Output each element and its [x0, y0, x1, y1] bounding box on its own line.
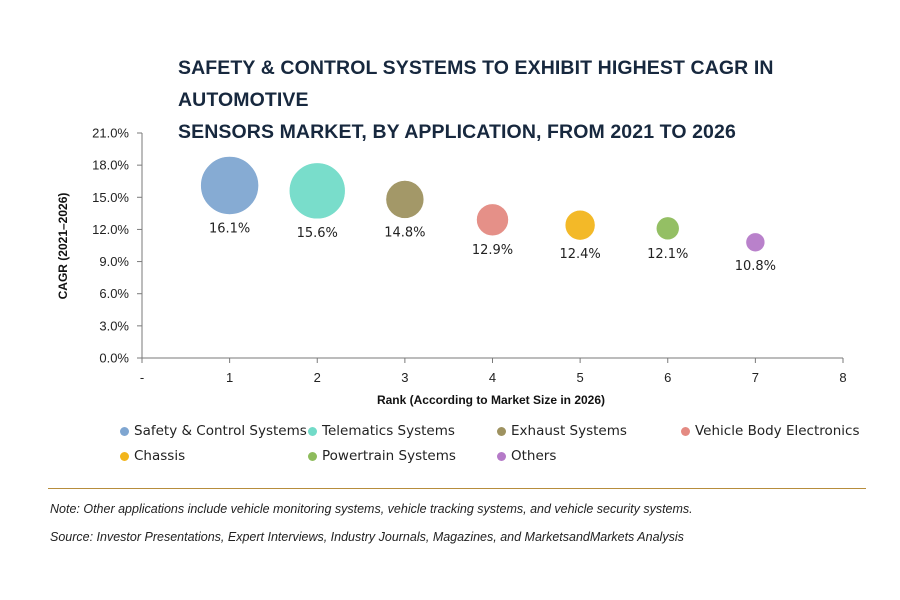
bubble-4 — [476, 203, 509, 237]
data-label-2: 15.6% — [297, 226, 338, 241]
footnote-note: Note: Other applications include vehicle… — [50, 502, 693, 516]
x-tick-label: 8 — [839, 370, 846, 385]
legend-marker — [308, 426, 317, 436]
y-tick-label: 12.0% — [92, 222, 129, 237]
footnote-source: Source: Investor Presentations, Expert I… — [50, 530, 684, 544]
legend-label: Safety & Control Systems — [134, 423, 307, 439]
y-tick-label: 18.0% — [92, 158, 129, 173]
bubble-chart: 0.0% 3.0% 6.0% 9.0% 12.0% 15.0% 18.0% 21.0% - 1 2 3… — [56, 126, 847, 408]
legend-marker — [308, 451, 317, 461]
legend-item: Exhaust Systems — [497, 423, 627, 439]
x-tick-label: 2 — [314, 370, 321, 385]
data-label-5: 12.4% — [559, 247, 600, 262]
legend-label: Vehicle Body Electronics — [695, 423, 860, 439]
data-label-7: 10.8% — [735, 259, 776, 274]
bubble-6 — [655, 216, 680, 241]
bubble-1 — [200, 156, 259, 215]
legend-marker — [120, 426, 129, 436]
y-tick-label: 6.0% — [99, 286, 129, 301]
legend-item: Telematics Systems — [308, 423, 455, 439]
chart-axes: 0.0% 3.0% 6.0% 9.0% 12.0% 15.0% 18.0% 21.0% - 1 2 3… — [92, 126, 846, 386]
legend-label: Others — [511, 448, 557, 464]
divider-rule — [48, 488, 866, 489]
legend-item: Others — [497, 448, 556, 464]
legend-label: Exhaust Systems — [511, 423, 627, 439]
y-tick-label: 0.0% — [99, 351, 129, 366]
legend-label: Powertrain Systems — [322, 448, 456, 464]
legend-item: Powertrain Systems — [308, 448, 456, 464]
x-tick-label: 4 — [489, 370, 496, 385]
bubble-3 — [385, 180, 425, 219]
legend-label: Telematics Systems — [322, 423, 455, 439]
legend-item: Chassis — [120, 448, 185, 464]
x-tick-label: 6 — [664, 370, 671, 385]
data-label-1: 16.1% — [209, 222, 250, 237]
legend-marker — [681, 426, 690, 436]
x-tick-label: - — [140, 370, 144, 385]
x-tick-label: 1 — [226, 370, 233, 385]
x-tick-label: 7 — [752, 370, 759, 385]
data-label-6: 12.1% — [647, 247, 688, 262]
legend-marker — [497, 451, 506, 461]
chart-title-line-1: SAFETY & CONTROL SYSTEMS TO EXHIBIT HIGH… — [178, 57, 774, 111]
data-label-3: 14.8% — [384, 225, 425, 240]
legend-label: Chassis — [134, 448, 186, 464]
y-tick-label: 15.0% — [92, 190, 129, 205]
legend-marker — [497, 426, 506, 436]
legend-marker — [120, 451, 129, 461]
x-tick-label: 5 — [577, 370, 584, 385]
data-label-4: 12.9% — [472, 243, 513, 258]
x-tick-label: 3 — [401, 370, 408, 385]
y-axis-title: CAGR (2021–2026) — [56, 193, 70, 300]
chart-bubbles — [200, 156, 766, 253]
chart-data-labels: 16.1% 15.6% 14.8% 12.9% 12.4% 12.1% 10.8% — [209, 222, 776, 274]
chart-legend: Safety & Control Systems Telematics Syste… — [120, 423, 880, 475]
bubble-5 — [564, 209, 596, 241]
bubble-2 — [288, 162, 346, 220]
y-tick-label: 9.0% — [99, 254, 129, 269]
legend-item: Safety & Control Systems — [120, 423, 307, 439]
y-tick-label: 3.0% — [99, 318, 129, 333]
bubble-7 — [745, 232, 766, 253]
y-tick-label: 21.0% — [92, 126, 129, 141]
chart-title-line-2: SENSORS MARKET, BY APPLICATION, FROM 202… — [178, 121, 736, 143]
chart-title: SAFETY & CONTROL SYSTEMS TO EXHIBIT HIGH… — [178, 52, 878, 148]
legend-item: Vehicle Body Electronics — [681, 423, 860, 439]
x-axis-title: Rank (According to Market Size in 2026) — [377, 393, 605, 407]
